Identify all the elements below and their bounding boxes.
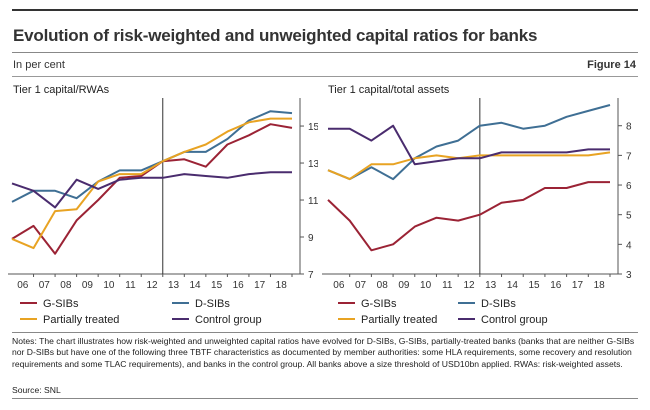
x-tick-label: 11: [125, 280, 136, 291]
legend-swatch: [338, 302, 355, 305]
right-panel-title: Tier 1 capital/total assets: [328, 84, 450, 96]
y-tick-label: 7: [308, 270, 314, 281]
legend-item-partially-treated: Partially treated: [20, 314, 119, 326]
y-tick-label: 7: [626, 151, 632, 162]
bottom-rule: [12, 398, 638, 399]
legend-swatch: [458, 302, 475, 305]
y-tick-label: 15: [308, 122, 318, 133]
x-tick-label: 09: [82, 280, 94, 291]
legend-swatch: [338, 318, 355, 321]
series-line-control-group: [328, 124, 610, 166]
x-tick-label: 16: [233, 280, 245, 291]
series-line-partially-treated: [327, 151, 611, 181]
x-tick-label: 08: [60, 280, 72, 291]
legend-label: G-SIBs: [361, 298, 397, 310]
x-tick-label: 16: [550, 280, 562, 291]
x-tick-label: 06: [17, 280, 29, 291]
legend-swatch: [458, 318, 475, 321]
legend-label: Control group: [195, 314, 262, 326]
y-tick-label: 8: [626, 122, 632, 133]
legend-label: Control group: [481, 314, 548, 326]
x-tick-label: 14: [507, 280, 519, 291]
legend-label: Partially treated: [43, 314, 120, 326]
legend-label: Partially treated: [361, 314, 438, 326]
x-tick-label: 17: [572, 280, 584, 291]
legend-swatch: [172, 302, 189, 305]
series-line-partially-treated: [11, 117, 292, 250]
y-tick-label: 9: [308, 233, 314, 244]
legend-swatch: [20, 318, 37, 321]
figure-source: Source: SNL: [12, 385, 61, 395]
series-line-d-sibs: [11, 110, 293, 203]
x-tick-label: 10: [103, 280, 115, 291]
top-rule: [12, 9, 638, 11]
notes-rule: [12, 332, 638, 333]
left-panel-title: Tier 1 capital/RWAs: [13, 84, 110, 96]
legend-swatch: [20, 302, 37, 305]
legend-label: G-SIBs: [43, 298, 79, 310]
x-tick-label: 15: [211, 280, 223, 291]
legend-swatch: [172, 318, 189, 321]
legend-item-control-group: Control group: [172, 314, 262, 326]
y-tick-label: 3: [626, 270, 632, 281]
figure-number: Figure 14: [587, 59, 636, 71]
header-rule: [12, 52, 638, 53]
legend-item-d-sibs: D-SIBs: [458, 298, 516, 310]
right-legend: G-SIBs D-SIBs Partially treated Control …: [338, 298, 638, 332]
left-chart: 06 07 08 09 10 11 12 13 14 15 16 17 18 7 9 11 13 15: [8, 98, 318, 291]
legend-item-control-group: Control group: [458, 314, 548, 326]
x-tick-label: 07: [39, 280, 51, 291]
figure-title: Evolution of risk-weighted and unweighte…: [13, 26, 538, 45]
x-tick-label: 15: [529, 280, 541, 291]
x-tick-label: 12: [146, 280, 158, 291]
x-tick-label: 18: [276, 280, 288, 291]
legend-item-d-sibs: D-SIBs: [172, 298, 230, 310]
series-line-control-group: [11, 171, 292, 209]
unit-label: In per cent: [13, 59, 65, 71]
figure-notes: Notes: The chart illustrates how risk-we…: [12, 336, 635, 369]
subheader-rule: [12, 76, 638, 77]
y-tick-label: 13: [308, 159, 318, 170]
legend-label: D-SIBs: [481, 298, 516, 310]
x-tick-label: 18: [594, 280, 606, 291]
legend-item-g-sibs: G-SIBs: [20, 298, 78, 310]
y-tick-label: 5: [626, 211, 632, 222]
right-chart: 06 07 08 09 10 11 12 13 14 15 16 17 18 3 4 5 6 7 8: [322, 98, 632, 291]
legend-label: D-SIBs: [195, 298, 230, 310]
x-tick-label: 13: [485, 280, 497, 291]
y-tick-label: 11: [308, 196, 318, 207]
x-tick-label: 13: [168, 280, 180, 291]
x-tick-label: 12: [463, 280, 475, 291]
x-tick-label: 09: [398, 280, 410, 291]
series-line-g-sibs: [327, 181, 610, 252]
x-tick-label: 14: [190, 280, 202, 291]
x-tick-label: 06: [333, 280, 345, 291]
y-tick-label: 6: [626, 181, 632, 192]
x-tick-label: 11: [442, 280, 453, 291]
legend-item-partially-treated: Partially treated: [338, 314, 437, 326]
x-tick-label: 08: [377, 280, 389, 291]
x-tick-label: 10: [420, 280, 432, 291]
series-line-g-sibs: [11, 123, 293, 255]
x-tick-label: 17: [254, 280, 266, 291]
left-legend: G-SIBs D-SIBs Partially treated Control …: [20, 298, 320, 332]
y-tick-label: 4: [626, 240, 632, 251]
series-line-d-sibs: [327, 104, 611, 181]
legend-item-g-sibs: G-SIBs: [338, 298, 396, 310]
x-tick-label: 07: [355, 280, 367, 291]
